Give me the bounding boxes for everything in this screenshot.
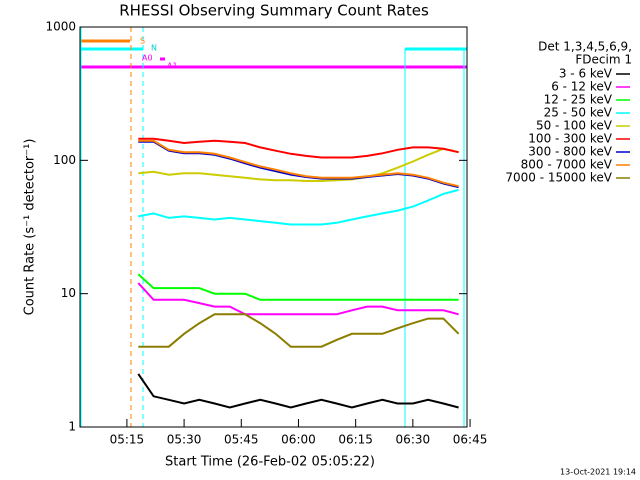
x-tick-label: 06:15 bbox=[338, 433, 373, 447]
legend-label: 3 - 6 keV bbox=[559, 67, 613, 81]
y-tick-label: 1 bbox=[68, 420, 76, 434]
annotation-label: N bbox=[151, 44, 157, 53]
x-tick-label: 06:00 bbox=[281, 433, 316, 447]
legend-title: Det 1,3,4,5,6,9, bbox=[538, 40, 632, 54]
legend-label: 6 - 12 keV bbox=[551, 80, 613, 94]
annotation-label: A0 bbox=[142, 54, 153, 63]
timestamp: 13-Oct-2021 19:14 bbox=[560, 468, 636, 477]
x-tick-label: 06:30 bbox=[396, 433, 431, 447]
series-line bbox=[138, 313, 460, 348]
legend-label: 50 - 100 keV bbox=[536, 119, 613, 133]
y-axis-label: Count Rate (s⁻¹ detector⁻¹) bbox=[23, 139, 38, 316]
legend-label: 800 - 7000 keV bbox=[521, 158, 613, 172]
x-tick-label: 05:15 bbox=[110, 433, 145, 447]
series-line bbox=[138, 137, 459, 159]
legend-label: 25 - 50 keV bbox=[544, 106, 613, 120]
series-line bbox=[138, 147, 459, 182]
x-tick-label: 05:45 bbox=[224, 433, 259, 447]
annotation-label: S bbox=[140, 37, 145, 46]
y-tick-label: 10 bbox=[61, 286, 76, 300]
legend-label: 12 - 25 keV bbox=[544, 93, 613, 107]
series-line bbox=[138, 188, 459, 226]
plot-frame bbox=[79, 26, 468, 428]
x-tick-label: 05:30 bbox=[167, 433, 202, 447]
series-line bbox=[137, 373, 459, 409]
annotation-label: A1 bbox=[167, 62, 178, 71]
y-tick-label: 1000 bbox=[45, 20, 76, 34]
legend-label: 100 - 300 keV bbox=[528, 132, 612, 146]
chart-title: RHESSI Observing Summary Count Rates bbox=[119, 2, 429, 20]
y-tick-label: 100 bbox=[53, 153, 76, 167]
x-tick-label: 06:45 bbox=[453, 433, 488, 447]
series-line bbox=[137, 282, 459, 316]
series-line bbox=[137, 273, 459, 301]
legend-label: 300 - 800 keV bbox=[528, 145, 612, 159]
series-line bbox=[138, 139, 459, 188]
legend-label: 7000 - 15000 keV bbox=[505, 171, 612, 185]
x-axis-label: Start Time (26-Feb-02 05:05:22) bbox=[165, 455, 375, 470]
legend-title: FDecim 1 bbox=[575, 53, 632, 67]
